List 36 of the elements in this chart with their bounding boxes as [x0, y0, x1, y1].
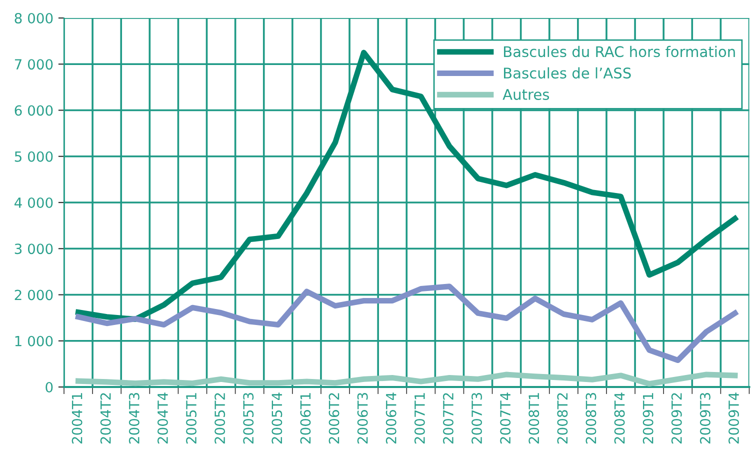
x-tick-label: 2007T4 [500, 392, 511, 444]
x-tick-label: 2008T4 [614, 392, 625, 444]
legend-label: Bascules de l’ASS [504, 67, 631, 79]
x-tick-label: 2005T2 [214, 393, 226, 444]
x-tick-label: 2009T2 [671, 393, 682, 444]
x-tick-label: 2007T3 [472, 392, 482, 444]
x-tick-label: 2004T3 [128, 392, 140, 444]
y-tick-label: 6 000 [14, 105, 53, 116]
x-tick-label: 2007T2 [442, 393, 454, 444]
x-tick-label: 2009T3 [700, 392, 710, 444]
x-tick-label: 2008T2 [557, 393, 568, 444]
y-tick-label: 8 000 [14, 12, 53, 24]
x-tick-label: 2009T1 [642, 393, 654, 444]
x-tick-label: 2008T1 [528, 393, 540, 444]
x-tick-label: 2006T4 [386, 392, 396, 444]
x-tick-label: 2006T3 [357, 392, 368, 444]
x-tick-label: 2004T2 [100, 393, 111, 444]
x-tick-label: 2004T1 [72, 393, 82, 444]
y-tick-label: 3 000 [14, 244, 53, 254]
x-tick-label: 2009T4 [728, 392, 739, 444]
x-tick-label: 2005T1 [186, 393, 197, 444]
y-tick-label: 5 000 [14, 151, 53, 162]
y-tick-label: 2 000 [14, 290, 53, 300]
x-tick-label: 2006T1 [300, 393, 311, 444]
legend-label: Autres [502, 89, 550, 100]
x-tick-label: 2004T4 [157, 392, 168, 444]
y-tick-label: 1 000 [15, 336, 53, 346]
y-tick-label: 0 [46, 382, 53, 392]
legend-label: Bascules du RAC hors formation [504, 46, 735, 58]
y-tick-label: 7 000 [14, 59, 53, 70]
y-tick-label: 4 000 [14, 197, 53, 208]
x-tick-label: 2007T1 [414, 393, 425, 444]
x-tick-label: 2005T3 [243, 392, 254, 444]
x-tick-label: 2006T2 [328, 393, 340, 444]
x-tick-label: 2008T3 [586, 392, 596, 444]
x-tick-label: 2005T4 [272, 392, 282, 444]
